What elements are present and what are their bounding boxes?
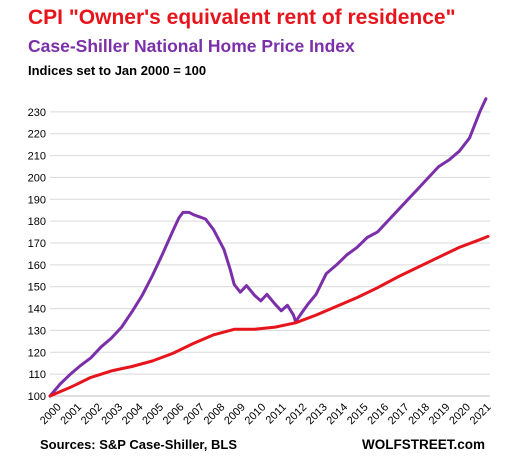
x-tick-label: 2001 <box>58 401 84 427</box>
y-tick-label: 100 <box>28 391 46 403</box>
x-tick-label: 2002 <box>79 401 105 427</box>
x-tick-label: 2015 <box>345 401 371 427</box>
x-tick-label: 2014 <box>324 401 350 427</box>
x-tick-label: 2017 <box>386 401 412 427</box>
gridlines <box>50 111 490 397</box>
source-note: Sources: S&P Case-Shiller, BLS <box>40 437 237 452</box>
x-tick-label: 2005 <box>140 401 166 427</box>
x-tick-label: 2010 <box>243 401 269 427</box>
y-tick-label: 230 <box>28 107 46 119</box>
y-tick-label: 110 <box>28 369 46 381</box>
y-tick-label: 130 <box>28 325 46 337</box>
brand-label: WOLFSTREET.com <box>362 437 486 452</box>
x-tick-label: 2011 <box>264 401 289 426</box>
x-tick-label: 2008 <box>202 401 228 427</box>
x-tick-label: 2007 <box>181 401 207 427</box>
x-tick-label: 2018 <box>406 401 432 427</box>
y-tick-label: 140 <box>28 304 46 316</box>
y-tick-label: 120 <box>28 347 46 359</box>
x-tick-label: 2003 <box>99 401 125 427</box>
owners-equivalent-rent-line <box>48 234 490 398</box>
y-tick-label: 180 <box>28 216 46 228</box>
x-tick-label: 2006 <box>161 401 187 427</box>
x-tick-label: 2016 <box>365 401 391 427</box>
x-tick-label: 2000 <box>38 401 64 427</box>
series-lines <box>48 97 490 398</box>
y-tick-label: 150 <box>28 282 46 294</box>
home-price-index-line <box>48 97 488 398</box>
x-axis-ticks: 2000200120022003200420052006200720082009… <box>38 401 494 427</box>
y-tick-label: 190 <box>28 194 46 206</box>
x-tick-label: 2020 <box>447 401 473 427</box>
y-tick-label: 160 <box>28 260 46 272</box>
y-tick-label: 200 <box>28 172 46 184</box>
x-tick-label: 2004 <box>120 401 146 427</box>
y-tick-label: 220 <box>28 129 46 141</box>
y-axis-ticks: 100 110 120 130 140 150 160 170 180 190 200 210 220 2… <box>28 107 46 403</box>
x-tick-label: 2009 <box>222 401 248 427</box>
x-tick-label: 2021 <box>468 401 494 427</box>
y-tick-label: 170 <box>28 238 46 250</box>
chart-subtitle: Case-Shiller National Home Price Index <box>28 36 355 56</box>
x-tick-label: 2019 <box>427 401 453 427</box>
y-tick-label: 210 <box>28 151 46 163</box>
x-tick-label: 2012 <box>284 401 310 427</box>
index-note: Indices set to Jan 2000 = 100 <box>28 63 207 78</box>
chart-title: CPI "Owner's equivalent rent of residenc… <box>28 6 456 29</box>
x-tick-label: 2013 <box>304 401 330 427</box>
